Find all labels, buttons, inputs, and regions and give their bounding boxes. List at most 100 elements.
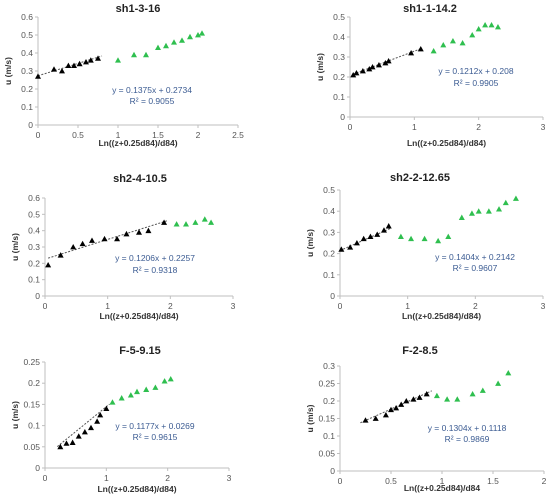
x-axis-title: Ln((z+0.25d84)/d84 [404, 483, 481, 493]
y-tick-label: 0.3 [333, 52, 345, 62]
data-point-black-4 [388, 406, 394, 413]
r-squared-label: R² = 0.9055 [130, 96, 175, 106]
y-tick-label: 0 [28, 120, 33, 130]
data-point-green-4 [155, 44, 161, 50]
data-point-green-3 [421, 235, 428, 242]
y-tick-label: 0.3 [28, 242, 40, 252]
y-axis-title: u (m/s) [10, 401, 20, 429]
y-tick-label: 0.2 [28, 378, 40, 388]
y-tick-label: 0 [340, 112, 345, 122]
data-point-black-1 [338, 246, 345, 252]
data-point-green-2 [440, 42, 447, 48]
data-point-black-7 [380, 227, 387, 233]
chart-panel-1: sh1-3-16 0 0.1 0.2 0.3 0.4 0.5 0.6 0 0.5 1 1.5 2 2.5 L… [3, 3, 244, 148]
data-point-green-1 [430, 48, 437, 54]
data-point-green-4 [134, 388, 140, 395]
data-point-black-7 [94, 418, 101, 424]
data-point-black-2 [51, 66, 57, 72]
data-point-green-1 [109, 399, 116, 405]
data-point-black-4 [79, 240, 86, 247]
y-tick-label: 0 [35, 463, 40, 473]
regression-equation: y = 0.1212x + 0.208 [438, 66, 513, 76]
y-tick-label: 0.5 [21, 30, 33, 40]
chart-panel-6: F-2-8.5 0 0.05 0.1 0.15 0.2 0.25 0.3 0 0.5 1 1.5 2 Ln… [305, 345, 547, 493]
data-point-black-3 [353, 240, 360, 246]
data-point-green-4 [201, 216, 208, 222]
x-tick-label: 2 [473, 301, 478, 311]
regression-equation: y = 0.1404x + 0.2142 [435, 252, 515, 262]
y-tick-label: 0.2 [333, 72, 345, 82]
regression-equation: y = 0.1304x + 0.1118 [428, 423, 507, 433]
data-point-green-8 [187, 33, 193, 40]
data-point-black-6 [88, 424, 94, 431]
x-tick-label: 1 [440, 476, 445, 486]
data-point-black-1 [57, 443, 64, 450]
data-point-green-7 [161, 378, 168, 384]
y-tick-label: 0 [330, 291, 335, 301]
data-point-black-5 [369, 64, 376, 70]
data-point-black-9 [136, 229, 142, 235]
data-point-black-3 [359, 68, 366, 74]
data-point-black-4 [366, 66, 373, 72]
data-point-black-6 [101, 235, 108, 242]
data-point-black-3 [69, 439, 76, 445]
chart-title: F-5-9.15 [119, 345, 161, 357]
regression-equation: y = 0.1375x + 0.2734 [112, 85, 192, 95]
data-point-black-10 [145, 227, 152, 234]
trend-line [56, 403, 110, 448]
data-point-black-5 [71, 62, 77, 68]
regression-equation: y = 0.1177x + 0.0269 [115, 421, 195, 431]
data-point-black-6 [375, 62, 382, 68]
r-squared-label: R² = 0.9615 [133, 432, 178, 442]
y-tick-label: 0.1 [323, 431, 335, 441]
y-tick-label: 0.2 [28, 258, 40, 268]
data-point-green-6 [152, 384, 159, 390]
y-axis-title: u (m/s) [315, 53, 325, 81]
data-point-green-4 [459, 40, 466, 46]
data-point-black-9 [95, 55, 101, 61]
y-tick-label: 0.4 [323, 206, 335, 216]
data-point-black-2 [63, 440, 70, 446]
data-point-black-4 [65, 62, 72, 68]
y-tick-label: 0.05 [23, 442, 40, 452]
data-point-black-5 [89, 237, 95, 243]
chart-title: F-2-8.5 [402, 345, 437, 357]
data-point-black-1 [350, 72, 357, 78]
data-point-green-3 [143, 51, 149, 58]
y-tick-label: 0.1 [28, 421, 40, 431]
data-point-green-3 [127, 392, 134, 398]
data-point-black-8 [97, 412, 104, 418]
data-point-green-1 [397, 233, 404, 240]
r-squared-label: R² = 0.9869 [445, 434, 490, 444]
data-point-black-8 [87, 57, 94, 63]
data-point-green-9 [195, 32, 201, 38]
chart-panel-3: sh2-4-10.5 0 0.1 0.2 0.3 0.4 0.5 0.6 0 1 2 3 Ln((z+0… [10, 173, 236, 321]
data-point-green-5 [208, 219, 215, 225]
data-point-black-7 [403, 398, 410, 404]
y-tick-label: 0.05 [318, 449, 335, 459]
y-tick-label: 0.5 [333, 12, 345, 22]
x-axis-title: Ln((z+0.25d84)/d84) [98, 138, 177, 148]
data-point-black-2 [372, 415, 379, 421]
x-axis-title: Ln((z+0.25d84)/d84) [407, 138, 486, 148]
x-tick-label: 0 [36, 130, 41, 140]
x-tick-label: 0 [43, 473, 48, 483]
y-tick-label: 0.6 [28, 193, 40, 203]
data-point-black-6 [398, 401, 405, 407]
data-point-green-10 [199, 30, 205, 36]
data-point-green-5 [143, 386, 150, 392]
data-point-green-6 [171, 39, 177, 45]
y-tick-label: 0.3 [21, 66, 33, 76]
data-point-green-12 [512, 195, 519, 201]
data-point-black-6 [76, 60, 83, 67]
data-point-green-5 [163, 42, 169, 49]
r-squared-label: R² = 0.9607 [453, 263, 498, 273]
y-tick-label: 0 [330, 466, 335, 476]
x-tick-label: 1.5 [487, 476, 499, 486]
data-point-green-7 [505, 370, 512, 376]
data-point-black-2 [347, 244, 354, 250]
y-tick-label: 0.4 [333, 32, 345, 42]
data-point-black-7 [83, 59, 89, 65]
data-point-green-6 [475, 26, 482, 32]
